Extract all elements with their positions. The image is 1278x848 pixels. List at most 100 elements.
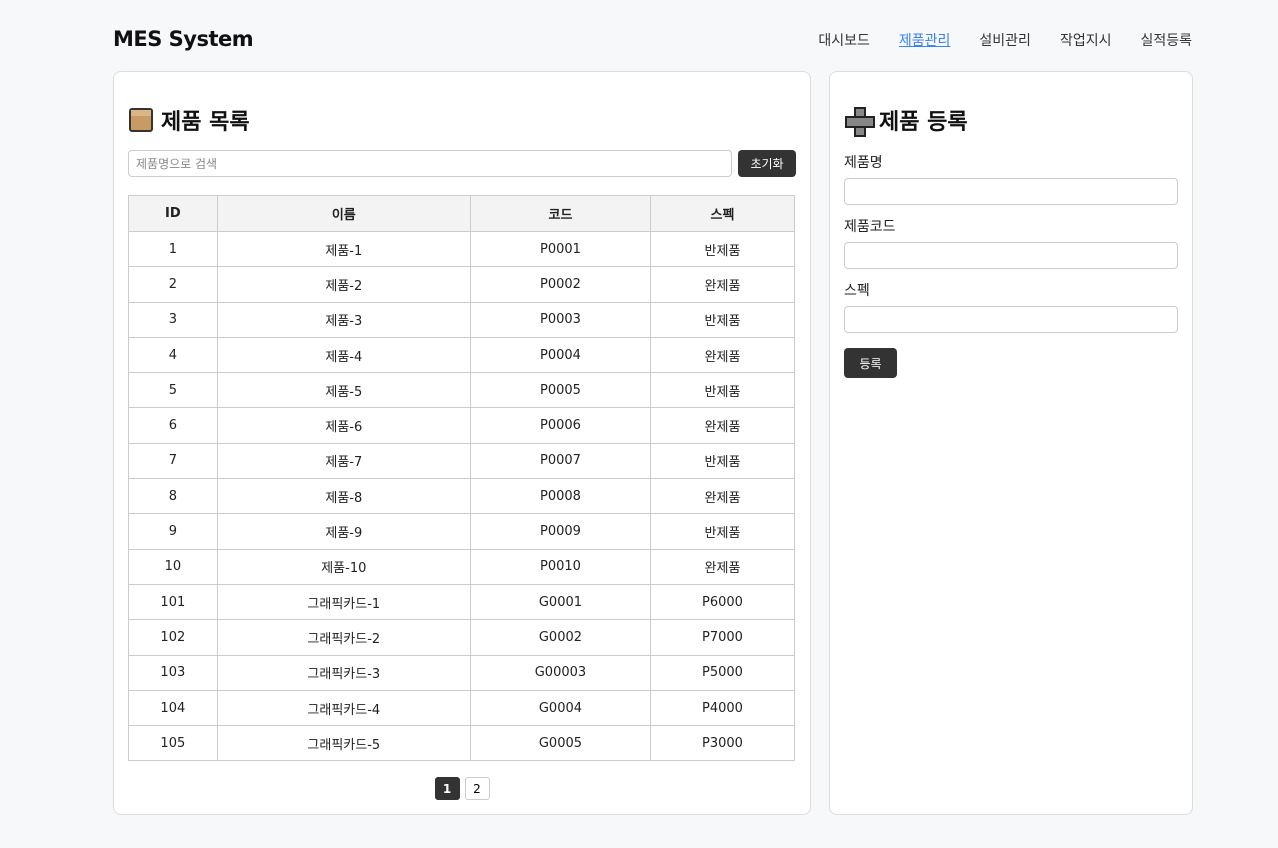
table-cell: 반제품 [649, 442, 796, 480]
table-row[interactable]: 104 그래픽카드-4 G0004 P4000 [128, 689, 796, 727]
product-register-card: 제품 등록 제품명 제품코드 스펙 등록 [829, 71, 1193, 815]
product-table: ID 이름 코드 스펙 1 제품-1 P0001 반제품 2 제품-2 P0002 완제품 3 제품-3… [128, 195, 796, 762]
reset-button[interactable]: 초기화 [738, 150, 796, 177]
page-button-2[interactable]: 2 [464, 777, 490, 800]
table-cell: 105 [128, 725, 218, 762]
table-cell: P0001 [469, 230, 651, 268]
table-cell: 3 [128, 301, 218, 338]
table-cell: 완제품 [649, 407, 796, 444]
table-cell: 101 [128, 583, 218, 621]
table-cell: 103 [128, 654, 218, 691]
column-header: 스펙 [649, 195, 796, 232]
table-row[interactable]: 8 제품-8 P0008 완제품 [128, 478, 796, 515]
table-cell: P0007 [469, 442, 651, 480]
table-row[interactable]: 2 제품-2 P0002 완제품 [128, 266, 796, 303]
column-header: 이름 [216, 195, 471, 232]
nav-link-0[interactable]: 대시보드 [818, 33, 870, 49]
table-cell: P6000 [649, 583, 796, 621]
table-cell: P0008 [469, 478, 651, 515]
table-cell: 제품-8 [216, 478, 471, 515]
table-cell: 제품-4 [216, 336, 471, 374]
table-cell: 완제품 [649, 336, 796, 374]
table-row[interactable]: 6 제품-6 P0006 완제품 [128, 407, 796, 444]
field-input-2[interactable] [844, 306, 1178, 333]
nav-link-4[interactable]: 실적등록 [1140, 33, 1192, 49]
table-row[interactable]: 3 제품-3 P0003 반제품 [128, 301, 796, 338]
table-cell: 제품-7 [216, 442, 471, 480]
package-icon [129, 108, 153, 132]
table-cell: 2 [128, 266, 218, 303]
table-cell: 완제품 [649, 548, 796, 585]
table-cell: 반제품 [649, 301, 796, 338]
product-list-title: 제품 목록 [129, 104, 250, 136]
register-button[interactable]: 등록 [844, 348, 897, 378]
table-cell: 6 [128, 407, 218, 444]
product-list-title-text: 제품 목록 [161, 110, 250, 135]
field-input-1[interactable] [844, 242, 1178, 269]
table-header-row: ID 이름 코드 스펙 [128, 195, 796, 232]
table-cell: 제품-5 [216, 372, 471, 409]
table-cell: 반제품 [649, 513, 796, 550]
table-cell: 1 [128, 230, 218, 268]
table-row[interactable]: 7 제품-7 P0007 반제품 [128, 442, 796, 480]
table-cell: 제품-2 [216, 266, 471, 303]
table-cell: P0002 [469, 266, 651, 303]
table-cell: 8 [128, 478, 218, 515]
table-cell: P0004 [469, 336, 651, 374]
table-cell: 제품-3 [216, 301, 471, 338]
table-cell: 102 [128, 619, 218, 656]
table-cell: 7 [128, 442, 218, 480]
nav-link-3[interactable]: 작업지시 [1059, 33, 1112, 49]
table-cell: P0003 [469, 301, 651, 338]
table-cell: G0005 [469, 725, 651, 762]
table-cell: P0009 [469, 513, 651, 550]
table-cell: G0002 [469, 619, 651, 656]
table-cell: P0005 [469, 372, 651, 409]
table-cell: 4 [128, 336, 218, 374]
field-label: 제품코드 [844, 219, 896, 235]
nav-link-1[interactable]: 제품관리 [898, 33, 951, 49]
field-input-0[interactable] [844, 178, 1178, 205]
table-row[interactable]: 105 그래픽카드-5 G0005 P3000 [128, 725, 796, 762]
app-logo[interactable]: MES System [113, 27, 254, 51]
table-row[interactable]: 9 제품-9 P0009 반제품 [128, 513, 796, 550]
table-cell: 반제품 [649, 230, 796, 268]
field-label: 스펙 [844, 283, 870, 299]
table-row[interactable]: 101 그래픽카드-1 G0001 P6000 [128, 583, 796, 621]
table-row[interactable]: 5 제품-5 P0005 반제품 [128, 372, 796, 409]
product-register-title: 제품 등록 [845, 104, 968, 137]
table-cell: P5000 [649, 654, 796, 691]
table-cell: 9 [128, 513, 218, 550]
table-cell: 그래픽카드-3 [216, 654, 471, 691]
table-row[interactable]: 4 제품-4 P0004 완제품 [128, 336, 796, 374]
table-row[interactable]: 1 제품-1 P0001 반제품 [128, 230, 796, 268]
table-row[interactable]: 103 그래픽카드-3 G00003 P5000 [128, 654, 796, 691]
table-cell: P4000 [649, 689, 796, 727]
top-nav: 대시보드 제품관리 설비관리 작업지시 실적등록 [818, 30, 1192, 50]
table-cell: 그래픽카드-2 [216, 619, 471, 656]
table-cell: 반제품 [649, 372, 796, 409]
table-cell: P7000 [649, 619, 796, 656]
table-cell: 그래픽카드-4 [216, 689, 471, 727]
table-row[interactable]: 10 제품-10 P0010 완제품 [128, 548, 796, 585]
column-header: ID [128, 195, 218, 232]
table-cell: G0001 [469, 583, 651, 621]
table-cell: G0004 [469, 689, 651, 727]
table-cell: G00003 [469, 654, 651, 691]
table-row[interactable]: 102 그래픽카드-2 G0002 P7000 [128, 619, 796, 656]
table-cell: 104 [128, 689, 218, 727]
table-cell: P0006 [469, 407, 651, 444]
table-cell: 10 [128, 548, 218, 585]
table-cell: 그래픽카드-5 [216, 725, 471, 762]
search-input[interactable] [128, 150, 732, 177]
table-cell: 5 [128, 372, 218, 409]
nav-link-2[interactable]: 설비관리 [979, 33, 1031, 49]
table-cell: P0010 [469, 548, 651, 585]
table-cell: 제품-6 [216, 407, 471, 444]
table-cell: 제품-9 [216, 513, 471, 550]
page-button-1[interactable]: 1 [434, 777, 460, 800]
table-cell: 완제품 [649, 266, 796, 303]
table-cell: P3000 [649, 725, 796, 762]
